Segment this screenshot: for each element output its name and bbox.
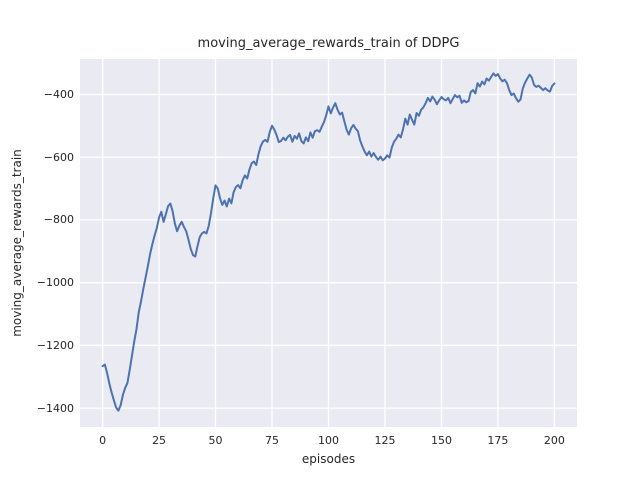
x-axis-label: episodes [301,452,356,466]
y-tick-label: −1400 [36,401,74,415]
chart-title: moving_average_rewards_train of DDPG [197,36,460,51]
x-tick-label: 100 [318,434,339,447]
x-tick-label: 150 [430,434,452,447]
line-plot [80,59,577,427]
x-tick-label: 0 [99,434,107,447]
y-axis-label: moving_average_rewards_train [10,149,24,337]
x-tick-label: 75 [265,434,280,447]
x-tick-label: 25 [152,434,167,447]
y-tick-label: −1000 [36,276,74,290]
y-tick-label: −400 [43,87,74,101]
y-tick-label: −800 [43,213,74,227]
x-tick-label: 50 [208,434,223,447]
x-tick-label: 200 [543,434,565,447]
x-tick-label: 125 [374,434,396,447]
x-tick-label: 175 [487,434,509,447]
y-tick-label: −1200 [36,338,74,352]
plot-area [80,59,577,427]
y-tick-label: −600 [43,150,74,164]
